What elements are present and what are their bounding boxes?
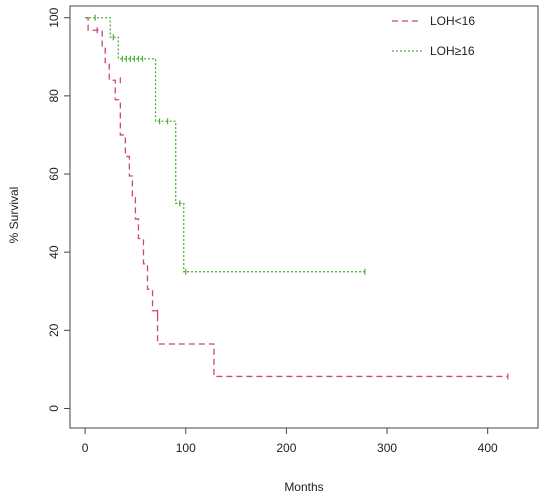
- x-tick-label: 200: [276, 441, 296, 455]
- legend-label: LOH≥16: [430, 44, 475, 58]
- y-tick-label: 0: [47, 405, 61, 412]
- survival-step-line: [85, 17, 365, 273]
- x-tick-label: 300: [377, 441, 397, 455]
- series-lines: [85, 14, 509, 380]
- x-tick-label: 0: [82, 441, 89, 455]
- y-tick-label: 40: [47, 245, 61, 259]
- y-tick-label: 100: [47, 7, 61, 27]
- y-tick-label: 60: [47, 167, 61, 181]
- x-axis-title: Months: [284, 480, 323, 494]
- y-tick-label: 80: [47, 89, 61, 103]
- legend: LOH<16 LOH≥16: [392, 14, 475, 58]
- series-loh-lt16: [85, 17, 509, 380]
- plot-border: [69, 5, 539, 429]
- y-tick-label: 20: [47, 323, 61, 337]
- x-tick-label: 100: [176, 441, 196, 455]
- series-loh-ge16: [85, 14, 366, 275]
- plot-frame: [69, 5, 539, 429]
- legend-label: LOH<16: [430, 14, 475, 28]
- survival-step-line: [85, 17, 508, 378]
- axes: 0 100 200 300 400 0 20 40 60 80 100: [47, 7, 498, 455]
- y-axis-title: % Survival: [7, 187, 21, 244]
- x-tick-label: 400: [478, 441, 498, 455]
